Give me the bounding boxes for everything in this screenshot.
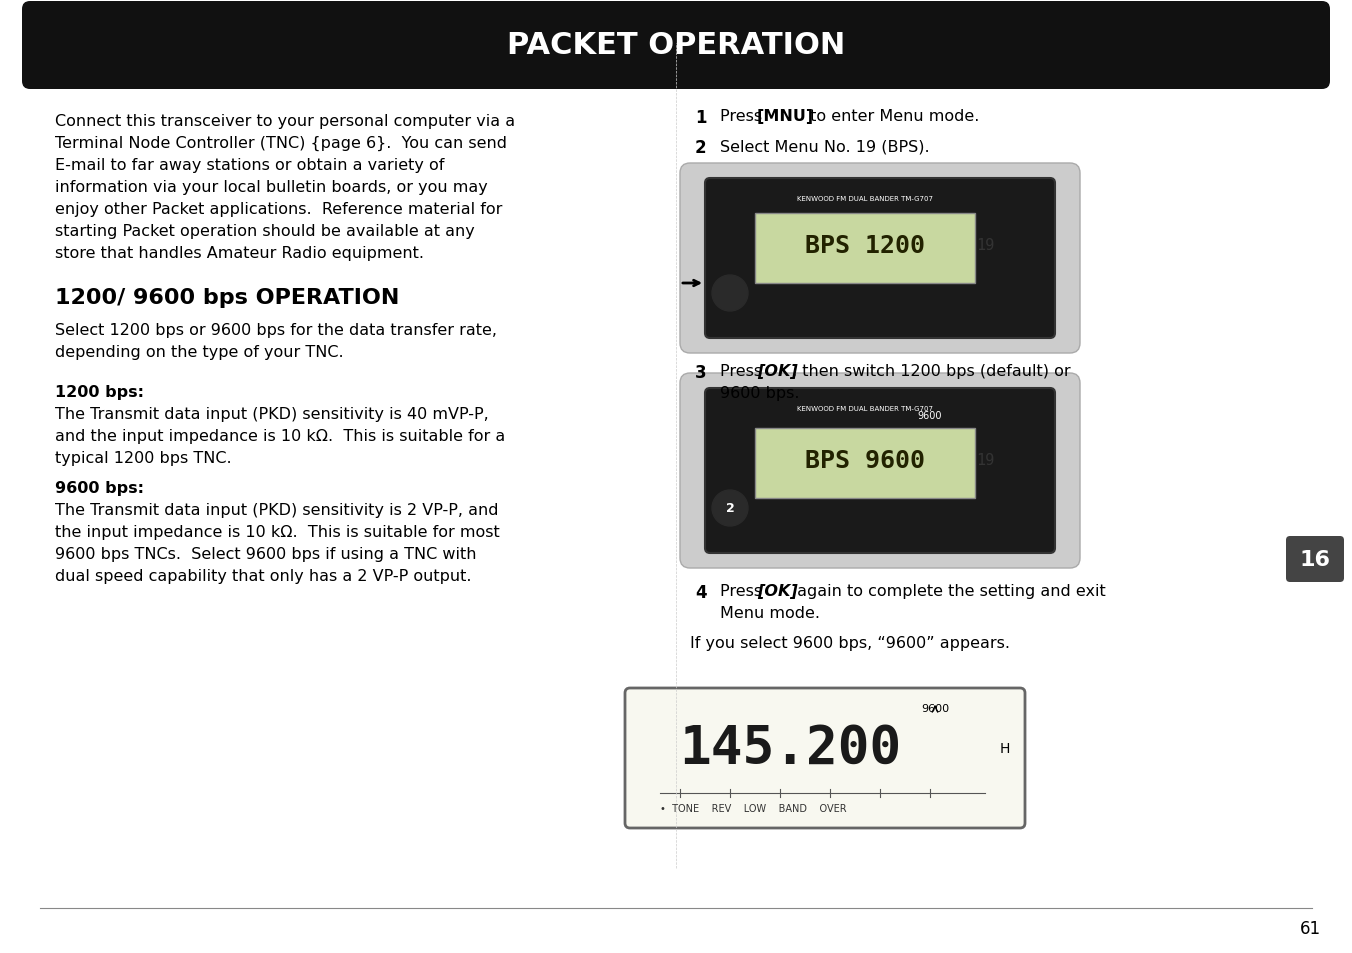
Text: 1: 1: [695, 109, 707, 127]
Text: 9600: 9600: [918, 411, 942, 420]
Text: BPS 1200: BPS 1200: [804, 233, 925, 257]
Text: KENWOOD FM DUAL BANDER TM-G707: KENWOOD FM DUAL BANDER TM-G707: [796, 406, 933, 412]
Text: 16: 16: [1299, 550, 1330, 569]
Text: Connect this transceiver to your personal computer via a: Connect this transceiver to your persona…: [55, 113, 515, 129]
Text: dual speed capability that only has a 2 VP-P output.: dual speed capability that only has a 2 …: [55, 568, 472, 583]
Circle shape: [713, 491, 748, 526]
Text: 1200 bps:: 1200 bps:: [55, 385, 145, 399]
Text: the input impedance is 10 kΩ.  This is suitable for most: the input impedance is 10 kΩ. This is su…: [55, 524, 500, 539]
Text: Terminal Node Controller (TNC) {page 6}.  You can send: Terminal Node Controller (TNC) {page 6}.…: [55, 136, 507, 151]
Text: [OK]: [OK]: [757, 583, 798, 598]
Text: 61: 61: [1299, 919, 1321, 937]
Text: 9600 bps TNCs.  Select 9600 bps if using a TNC with: 9600 bps TNCs. Select 9600 bps if using …: [55, 546, 476, 561]
FancyBboxPatch shape: [22, 2, 1330, 90]
Text: •  TONE    REV    LOW    BAND    OVER: • TONE REV LOW BAND OVER: [660, 803, 846, 813]
Bar: [754, 213, 975, 284]
Text: 3: 3: [695, 364, 707, 381]
Text: H: H: [1000, 741, 1010, 755]
Text: Menu mode.: Menu mode.: [721, 605, 821, 620]
Text: [MNU]: [MNU]: [757, 109, 814, 124]
Text: Select Menu No. 19 (BPS).: Select Menu No. 19 (BPS).: [721, 139, 930, 153]
Text: to enter Menu mode.: to enter Menu mode.: [804, 109, 979, 124]
Text: and the input impedance is 10 kΩ.  This is suitable for a: and the input impedance is 10 kΩ. This i…: [55, 429, 506, 443]
FancyBboxPatch shape: [625, 688, 1025, 828]
Text: 4: 4: [695, 583, 707, 601]
Text: , then switch 1200 bps (default) or: , then switch 1200 bps (default) or: [792, 364, 1071, 378]
Text: Select 1200 bps or 9600 bps for the data transfer rate,: Select 1200 bps or 9600 bps for the data…: [55, 323, 498, 337]
Text: information via your local bulletin boards, or you may: information via your local bulletin boar…: [55, 180, 488, 194]
Text: The Transmit data input (PKD) sensitivity is 2 VP-P, and: The Transmit data input (PKD) sensitivit…: [55, 502, 499, 517]
Circle shape: [713, 275, 748, 312]
FancyBboxPatch shape: [704, 389, 1055, 554]
Text: [OK]: [OK]: [757, 364, 798, 378]
Text: Press: Press: [721, 364, 767, 378]
FancyBboxPatch shape: [1286, 537, 1344, 582]
Text: 145.200: 145.200: [679, 722, 902, 774]
Text: The Transmit data input (PKD) sensitivity is 40 mVP-P,: The Transmit data input (PKD) sensitivit…: [55, 407, 489, 421]
Text: 9600 bps.: 9600 bps.: [721, 386, 799, 400]
FancyBboxPatch shape: [704, 179, 1055, 338]
FancyBboxPatch shape: [680, 374, 1080, 568]
Text: enjoy other Packet applications.  Reference material for: enjoy other Packet applications. Referen…: [55, 202, 503, 216]
Text: E-mail to far away stations or obtain a variety of: E-mail to far away stations or obtain a …: [55, 158, 445, 172]
Text: store that handles Amateur Radio equipment.: store that handles Amateur Radio equipme…: [55, 246, 425, 261]
Text: typical 1200 bps TNC.: typical 1200 bps TNC.: [55, 451, 231, 465]
Text: If you select 9600 bps, “9600” appears.: If you select 9600 bps, “9600” appears.: [690, 636, 1010, 650]
Bar: [754, 429, 975, 498]
Text: 19: 19: [976, 453, 994, 468]
Text: 9600 bps:: 9600 bps:: [55, 480, 145, 496]
FancyBboxPatch shape: [680, 164, 1080, 354]
Text: KENWOOD FM DUAL BANDER TM-G707: KENWOOD FM DUAL BANDER TM-G707: [796, 195, 933, 202]
Text: 1200/ 9600 bps OPERATION: 1200/ 9600 bps OPERATION: [55, 288, 399, 308]
Text: Press: Press: [721, 583, 767, 598]
Text: 19: 19: [976, 238, 994, 253]
Text: PACKET OPERATION: PACKET OPERATION: [507, 31, 845, 60]
Text: again to complete the setting and exit: again to complete the setting and exit: [792, 583, 1106, 598]
Text: 2: 2: [695, 139, 707, 157]
Text: Press: Press: [721, 109, 767, 124]
Text: starting Packet operation should be available at any: starting Packet operation should be avai…: [55, 224, 475, 239]
Text: BPS 9600: BPS 9600: [804, 449, 925, 473]
Text: 2: 2: [726, 502, 734, 515]
Text: depending on the type of your TNC.: depending on the type of your TNC.: [55, 345, 343, 359]
Text: 9600: 9600: [921, 703, 949, 713]
